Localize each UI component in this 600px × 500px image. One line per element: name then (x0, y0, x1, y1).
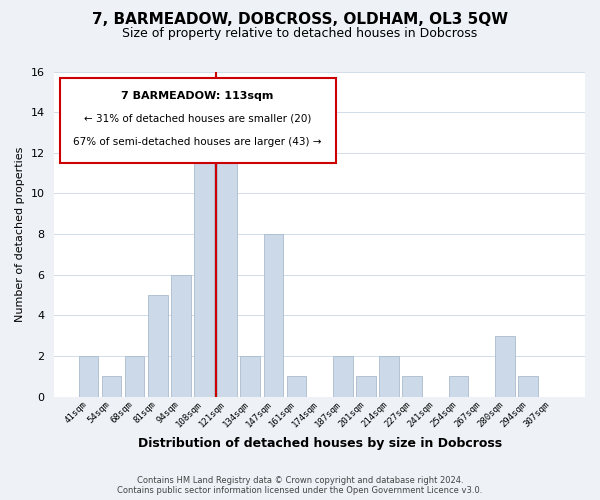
Text: 67% of semi-detached houses are larger (43) →: 67% of semi-detached houses are larger (… (73, 136, 322, 146)
Bar (101, 376, 121, 396)
Bar (518, 376, 538, 396)
Bar (263, 234, 283, 396)
Bar (403, 376, 422, 396)
Text: Contains HM Land Registry data © Crown copyright and database right 2024.
Contai: Contains HM Land Registry data © Crown c… (118, 476, 482, 495)
Text: 7 BARMEADOW: 113sqm: 7 BARMEADOW: 113sqm (121, 91, 274, 101)
Bar (79, 356, 98, 397)
Bar (287, 376, 307, 396)
Bar (241, 356, 260, 397)
Bar (356, 376, 376, 396)
Text: 7, BARMEADOW, DOBCROSS, OLDHAM, OL3 5QW: 7, BARMEADOW, DOBCROSS, OLDHAM, OL3 5QW (92, 12, 508, 28)
Text: Size of property relative to detached houses in Dobcross: Size of property relative to detached ho… (122, 28, 478, 40)
Bar (333, 356, 353, 397)
Bar (125, 356, 145, 397)
Bar (379, 356, 399, 397)
Bar (495, 336, 515, 396)
Bar (148, 295, 167, 396)
Bar (194, 132, 214, 396)
Bar (171, 275, 191, 396)
Bar (217, 153, 237, 396)
FancyBboxPatch shape (60, 78, 335, 162)
Y-axis label: Number of detached properties: Number of detached properties (15, 146, 25, 322)
Bar (449, 376, 469, 396)
Text: ← 31% of detached houses are smaller (20): ← 31% of detached houses are smaller (20… (84, 114, 311, 124)
X-axis label: Distribution of detached houses by size in Dobcross: Distribution of detached houses by size … (137, 437, 502, 450)
